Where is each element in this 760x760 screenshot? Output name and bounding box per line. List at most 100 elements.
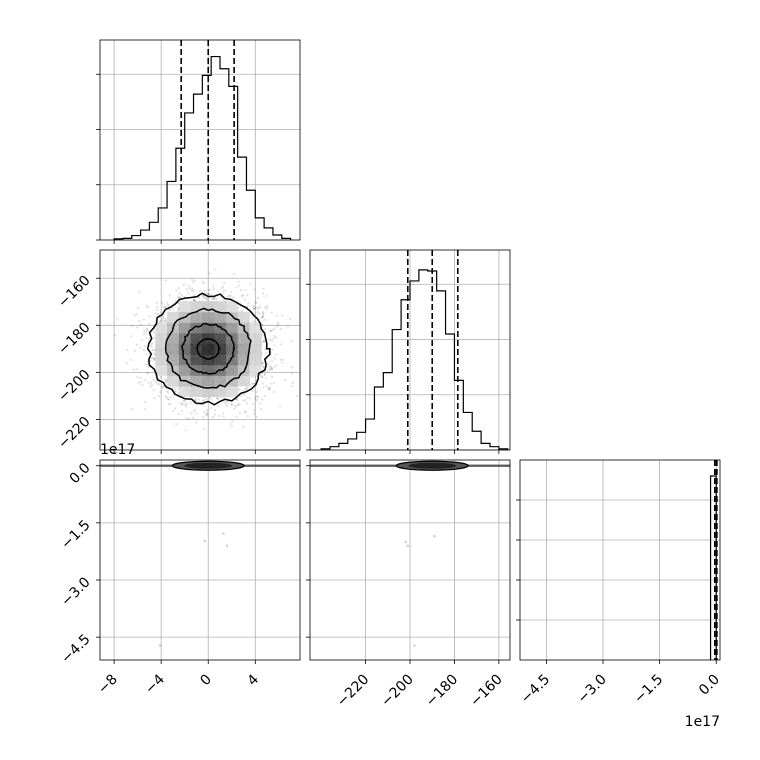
x-tick-label: −200 bbox=[378, 672, 417, 711]
scatter-point bbox=[203, 295, 206, 298]
contour-line bbox=[395, 460, 469, 471]
scatter-point bbox=[240, 394, 243, 397]
scatter-point bbox=[146, 371, 149, 374]
scatter-point bbox=[261, 361, 264, 364]
scatter-point bbox=[252, 375, 255, 378]
scatter-point bbox=[275, 324, 279, 327]
scatter-point bbox=[281, 358, 284, 361]
scatter-point bbox=[174, 407, 177, 410]
scatter-point bbox=[279, 343, 282, 346]
scatter-point bbox=[235, 415, 238, 418]
scatter-point bbox=[153, 396, 156, 400]
scatter-point bbox=[161, 317, 164, 320]
scatter-point bbox=[207, 292, 210, 296]
scatter-point bbox=[190, 289, 194, 292]
scatter-point bbox=[198, 295, 201, 299]
scatter-point bbox=[269, 330, 272, 333]
scatter-point bbox=[145, 331, 148, 334]
scatter-point bbox=[213, 297, 216, 300]
scatter-point bbox=[232, 272, 235, 275]
scatter-point bbox=[229, 422, 232, 426]
scatter-point bbox=[171, 386, 175, 389]
density-cell bbox=[214, 311, 227, 323]
scatter-point bbox=[174, 389, 177, 392]
scatter-point bbox=[225, 544, 229, 548]
x-tick-label: −1.5 bbox=[631, 672, 666, 707]
density-cell bbox=[214, 375, 227, 387]
scatter-point bbox=[237, 284, 240, 287]
scatter-point bbox=[169, 396, 172, 399]
scatter-point bbox=[213, 409, 216, 412]
scatter-point bbox=[250, 375, 253, 378]
density-cell bbox=[202, 301, 215, 313]
scatter-point bbox=[217, 397, 220, 401]
density-cell bbox=[202, 343, 215, 355]
scatter-point bbox=[135, 343, 138, 346]
scatter-point bbox=[203, 289, 206, 293]
y-tick-label: −160 bbox=[55, 273, 94, 312]
y-tick-label: −200 bbox=[55, 367, 94, 406]
scatter-point bbox=[192, 410, 195, 413]
scatter-point bbox=[207, 288, 210, 292]
density-cell bbox=[167, 332, 180, 345]
scatter-point bbox=[193, 279, 197, 283]
scatter-point bbox=[238, 411, 241, 415]
scatter-point bbox=[255, 306, 258, 309]
scatter-point bbox=[149, 385, 152, 388]
scatter-point bbox=[296, 394, 299, 397]
scatter-point bbox=[172, 302, 175, 305]
scatter-point bbox=[211, 298, 214, 301]
scatter-point bbox=[184, 429, 187, 432]
scatter-point bbox=[202, 415, 205, 419]
scatter-point bbox=[245, 387, 248, 390]
density-cell bbox=[190, 385, 203, 397]
density-cell bbox=[214, 301, 227, 313]
scatter-point bbox=[251, 382, 254, 385]
scatter-point bbox=[132, 368, 135, 371]
scatter-point bbox=[213, 413, 217, 416]
scatter-point bbox=[267, 387, 270, 390]
scatter-point bbox=[265, 307, 269, 310]
density-cell bbox=[225, 364, 239, 376]
scatter-point bbox=[191, 287, 194, 290]
scatter-point bbox=[261, 323, 264, 326]
scatter-point bbox=[206, 298, 209, 301]
scatter-point bbox=[261, 363, 264, 366]
scatter-point bbox=[273, 327, 276, 331]
scatter-point bbox=[253, 288, 256, 291]
scatter-point bbox=[192, 298, 195, 302]
density-cell bbox=[237, 375, 250, 387]
scatter-point bbox=[245, 386, 248, 389]
scatter-point bbox=[205, 292, 208, 295]
scatter-point bbox=[273, 357, 276, 360]
scatter-point bbox=[157, 394, 160, 398]
density-cell bbox=[178, 385, 192, 397]
scatter-point bbox=[210, 407, 213, 410]
density-cell bbox=[178, 322, 192, 334]
density-cell bbox=[178, 364, 192, 376]
density-cell bbox=[214, 343, 227, 355]
density-cell bbox=[155, 332, 168, 345]
scatter-point bbox=[139, 346, 142, 349]
scatter-point bbox=[406, 544, 410, 548]
panel-frame bbox=[519, 459, 721, 661]
scatter-point bbox=[253, 307, 256, 310]
density-cell bbox=[202, 311, 215, 323]
scatter-point bbox=[235, 398, 239, 401]
scatter-point bbox=[291, 385, 294, 388]
density-cell bbox=[155, 364, 168, 376]
scatter-point bbox=[136, 306, 140, 310]
scatter-point bbox=[180, 409, 183, 413]
density-cell bbox=[202, 364, 215, 376]
scatter-point bbox=[279, 358, 282, 361]
scatter-point bbox=[169, 308, 172, 311]
x-tick-label: −4.5 bbox=[518, 672, 553, 707]
scatter-point bbox=[258, 306, 261, 309]
scatter-point bbox=[208, 288, 211, 291]
scatter-point bbox=[263, 373, 266, 377]
scatter-point bbox=[221, 285, 224, 288]
scatter-point bbox=[153, 336, 156, 339]
scatter-point bbox=[261, 362, 264, 365]
scatter-point bbox=[218, 414, 221, 418]
scatter-point bbox=[155, 380, 158, 384]
